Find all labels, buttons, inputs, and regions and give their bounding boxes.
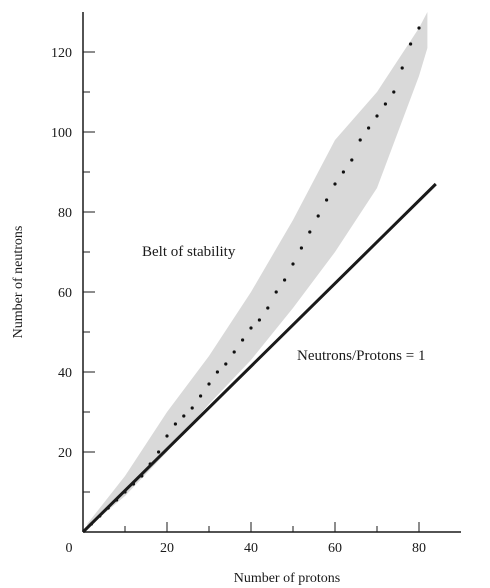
x-axis-label: Number of protons [234, 571, 341, 586]
data-point [157, 450, 161, 454]
data-point [199, 394, 203, 398]
data-point [207, 382, 211, 386]
y-tick-label: 60 [58, 286, 72, 301]
data-point [249, 326, 253, 330]
y-tick-label: 120 [51, 46, 72, 61]
data-point [400, 66, 404, 70]
y-tick-label: 100 [51, 126, 72, 141]
data-point [224, 362, 228, 366]
ratio-line-layer [81, 182, 437, 534]
data-point [383, 102, 387, 106]
stability-band-layer [87, 12, 428, 528]
x-tick-label: 20 [160, 541, 174, 556]
data-point [291, 262, 295, 266]
belt-of-stability-label: Belt of stability [142, 244, 236, 260]
x-tick-label: 40 [244, 541, 258, 556]
data-point [333, 182, 337, 186]
data-point [257, 318, 261, 322]
data-point [173, 422, 177, 426]
data-point [392, 90, 396, 94]
data-point [266, 306, 270, 310]
y-tick-label: 80 [58, 206, 72, 221]
ratio-line-label: Neutrons/Protons = 1 [297, 348, 425, 364]
ratio-line [81, 182, 437, 534]
y-tick-label: 20 [58, 446, 72, 461]
data-point [274, 290, 278, 294]
tick-labels-layer: 0 20 40 60 80 20 40 60 80 100 120 [51, 46, 426, 556]
x-tick-label: 60 [328, 541, 342, 556]
data-point [215, 370, 219, 374]
data-point [417, 26, 421, 30]
data-point [350, 158, 354, 162]
data-point [375, 114, 379, 118]
x-tick-label: 80 [412, 541, 426, 556]
data-point [358, 138, 362, 142]
data-point [325, 198, 329, 202]
y-axis-label: Number of neutrons [11, 226, 26, 339]
data-point [316, 214, 320, 218]
data-point [165, 434, 169, 438]
data-point [241, 338, 245, 342]
data-point [283, 278, 287, 282]
data-point [299, 246, 303, 250]
data-point [341, 170, 345, 174]
stability-band [87, 12, 428, 528]
y-tick-label: 40 [58, 366, 72, 381]
data-point [308, 230, 312, 234]
data-point [367, 126, 371, 130]
data-point [190, 406, 194, 410]
x-tick-label: 0 [66, 541, 73, 556]
axes-layer [82, 12, 461, 533]
data-point [182, 414, 186, 418]
data-point [409, 42, 413, 46]
data-point [232, 350, 236, 354]
